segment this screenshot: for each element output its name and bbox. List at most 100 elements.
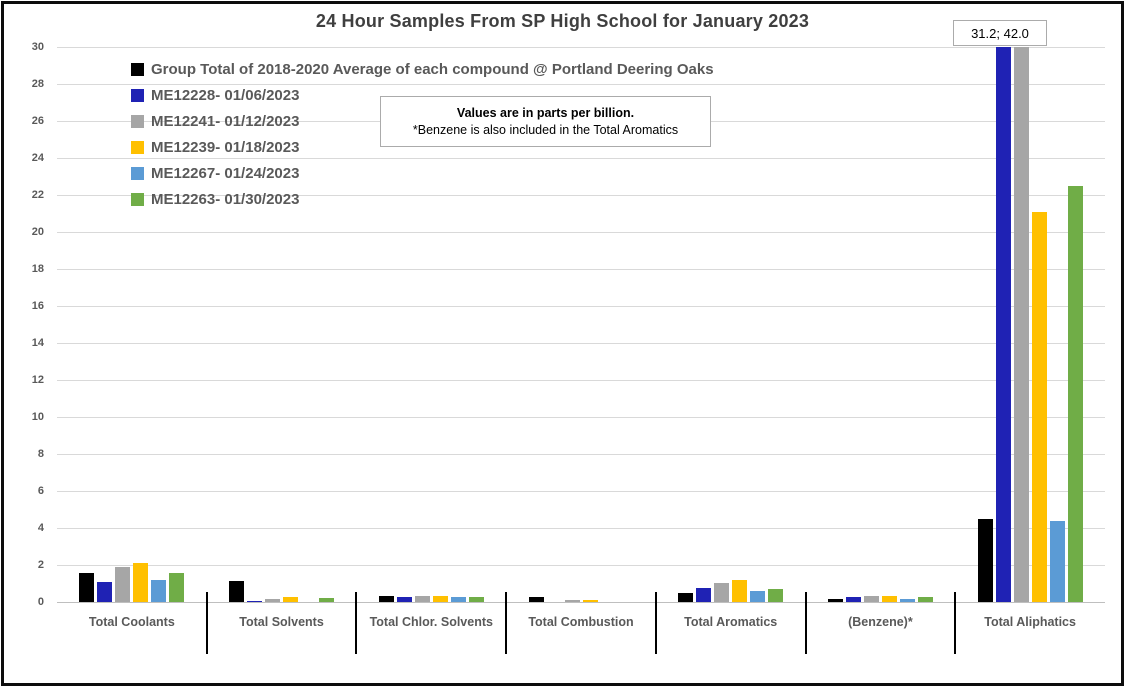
legend-label: ME12263- 01/30/2023 — [151, 190, 300, 208]
gridline — [57, 268, 1105, 270]
gridline — [57, 157, 1105, 159]
bar-series-3-cat-5 — [714, 582, 730, 602]
bar-series-5-cat-5 — [750, 590, 766, 602]
bar-series-3-cat-3 — [414, 596, 430, 602]
y-tick-label: 26 — [31, 115, 44, 127]
bar-series-3-cat-1 — [115, 566, 131, 602]
y-tick-label: 4 — [37, 522, 44, 534]
category-separator — [804, 592, 807, 654]
chart-title: 24 Hour Samples From SP High School for … — [315, 11, 810, 31]
category-label: Total Chlor. Solvents — [369, 615, 493, 629]
bar-series-1-cat-2 — [229, 580, 245, 602]
y-tick-label: 0 — [37, 596, 44, 608]
note-line-2: *Benzene is also included in the Total A… — [412, 122, 679, 137]
bar-series-2-cat-7 — [995, 47, 1011, 602]
legend-item-6: ME12263- 01/30/2023 — [131, 186, 714, 212]
legend-swatch-icon — [131, 88, 144, 102]
x-axis-line — [57, 601, 1105, 603]
gridline — [57, 379, 1105, 381]
bar-series-6-cat-2 — [319, 598, 335, 602]
gridline — [57, 564, 1105, 566]
legend-item-5: ME12267- 01/24/2023 — [131, 160, 714, 186]
bar-series-1-cat-1 — [79, 573, 95, 602]
legend-item-4: ME12239- 01/18/2023 — [131, 134, 714, 160]
y-tick-label: 20 — [31, 226, 44, 238]
y-tick-label: 10 — [31, 411, 44, 423]
bar-series-2-cat-5 — [696, 588, 712, 602]
gridline — [57, 305, 1105, 307]
legend-label: ME12239- 01/18/2023 — [151, 138, 300, 156]
bar-series-6-cat-7 — [1067, 185, 1083, 602]
bar-series-1-cat-5 — [678, 592, 694, 602]
bar-series-5-cat-6 — [899, 599, 915, 602]
y-tick-label: 6 — [37, 485, 44, 497]
gridline — [57, 453, 1105, 455]
y-tick-label: 22 — [31, 189, 44, 201]
bar-series-4-cat-3 — [432, 595, 448, 602]
note-line-1: Values are in parts per billion. — [456, 105, 635, 120]
bar-series-3-cat-2 — [265, 599, 281, 602]
gridline — [57, 342, 1105, 344]
bar-series-2-cat-3 — [396, 597, 412, 602]
bar-series-6-cat-5 — [768, 589, 784, 602]
bar-series-2-cat-6 — [845, 597, 861, 602]
gridline — [57, 83, 1105, 85]
category-label: Total Coolants — [88, 615, 175, 629]
clipped-values-annotation: 31.2; 42.0 — [953, 20, 1047, 46]
legend-label: ME12267- 01/24/2023 — [151, 164, 300, 182]
legend-swatch-icon — [131, 192, 144, 206]
category-label: (Benzene)* — [848, 615, 913, 629]
bar-series-1-cat-4 — [528, 597, 544, 602]
category-label: Total Aliphatics — [984, 615, 1076, 629]
bar-series-4-cat-5 — [732, 579, 748, 602]
y-tick-label: 2 — [37, 559, 44, 571]
gridline — [57, 46, 1105, 48]
gridline — [57, 231, 1105, 233]
gridline — [57, 490, 1105, 492]
note-box: Values are in parts per billion. *Benzen… — [380, 96, 711, 147]
bar-series-4-cat-1 — [133, 563, 149, 602]
legend-swatch-icon — [131, 62, 144, 76]
bar-series-1-cat-6 — [827, 599, 843, 602]
gridline — [57, 194, 1105, 196]
legend-swatch-icon — [131, 140, 144, 154]
bar-series-4-cat-6 — [881, 596, 897, 602]
legend-label: ME12228- 01/06/2023 — [151, 86, 300, 104]
bar-series-4-cat-4 — [582, 600, 598, 602]
category-separator — [355, 592, 358, 654]
bar-series-5-cat-3 — [450, 597, 466, 602]
y-tick-label: 14 — [31, 337, 44, 349]
y-tick-label: 12 — [31, 374, 44, 386]
y-tick-label: 16 — [31, 300, 44, 312]
bar-series-3-cat-4 — [564, 600, 580, 602]
legend-item-3: ME12241- 01/12/2023 — [131, 108, 714, 134]
bar-series-3-cat-6 — [863, 595, 879, 602]
bar-series-4-cat-7 — [1031, 211, 1047, 602]
y-tick-label: 8 — [37, 448, 44, 460]
category-separator — [954, 592, 957, 654]
bar-series-2-cat-2 — [247, 601, 263, 602]
legend: Group Total of 2018-2020 Average of each… — [131, 56, 714, 212]
legend-label: Group Total of 2018-2020 Average of each… — [151, 60, 714, 78]
legend-item-2: ME12228- 01/06/2023 — [131, 82, 714, 108]
bar-series-4-cat-2 — [283, 597, 299, 602]
category-separator — [505, 592, 508, 654]
y-tick-label: 18 — [31, 263, 44, 275]
legend-item-1: Group Total of 2018-2020 Average of each… — [131, 56, 714, 82]
category-label: Total Solvents — [239, 615, 324, 629]
bar-series-5-cat-7 — [1049, 520, 1065, 602]
bar-series-6-cat-6 — [917, 597, 933, 602]
bar-series-6-cat-1 — [169, 573, 185, 602]
bar-series-2-cat-1 — [97, 581, 113, 602]
bar-series-3-cat-7 — [1013, 47, 1029, 602]
bar-series-1-cat-7 — [977, 518, 993, 602]
category-separator — [654, 592, 657, 654]
bar-series-5-cat-1 — [151, 579, 167, 602]
category-separator — [205, 592, 208, 654]
y-tick-label: 28 — [31, 78, 44, 90]
legend-swatch-icon — [131, 114, 144, 128]
bar-series-6-cat-3 — [468, 597, 484, 602]
legend-swatch-icon — [131, 166, 144, 180]
legend-label: ME12241- 01/12/2023 — [151, 112, 300, 130]
